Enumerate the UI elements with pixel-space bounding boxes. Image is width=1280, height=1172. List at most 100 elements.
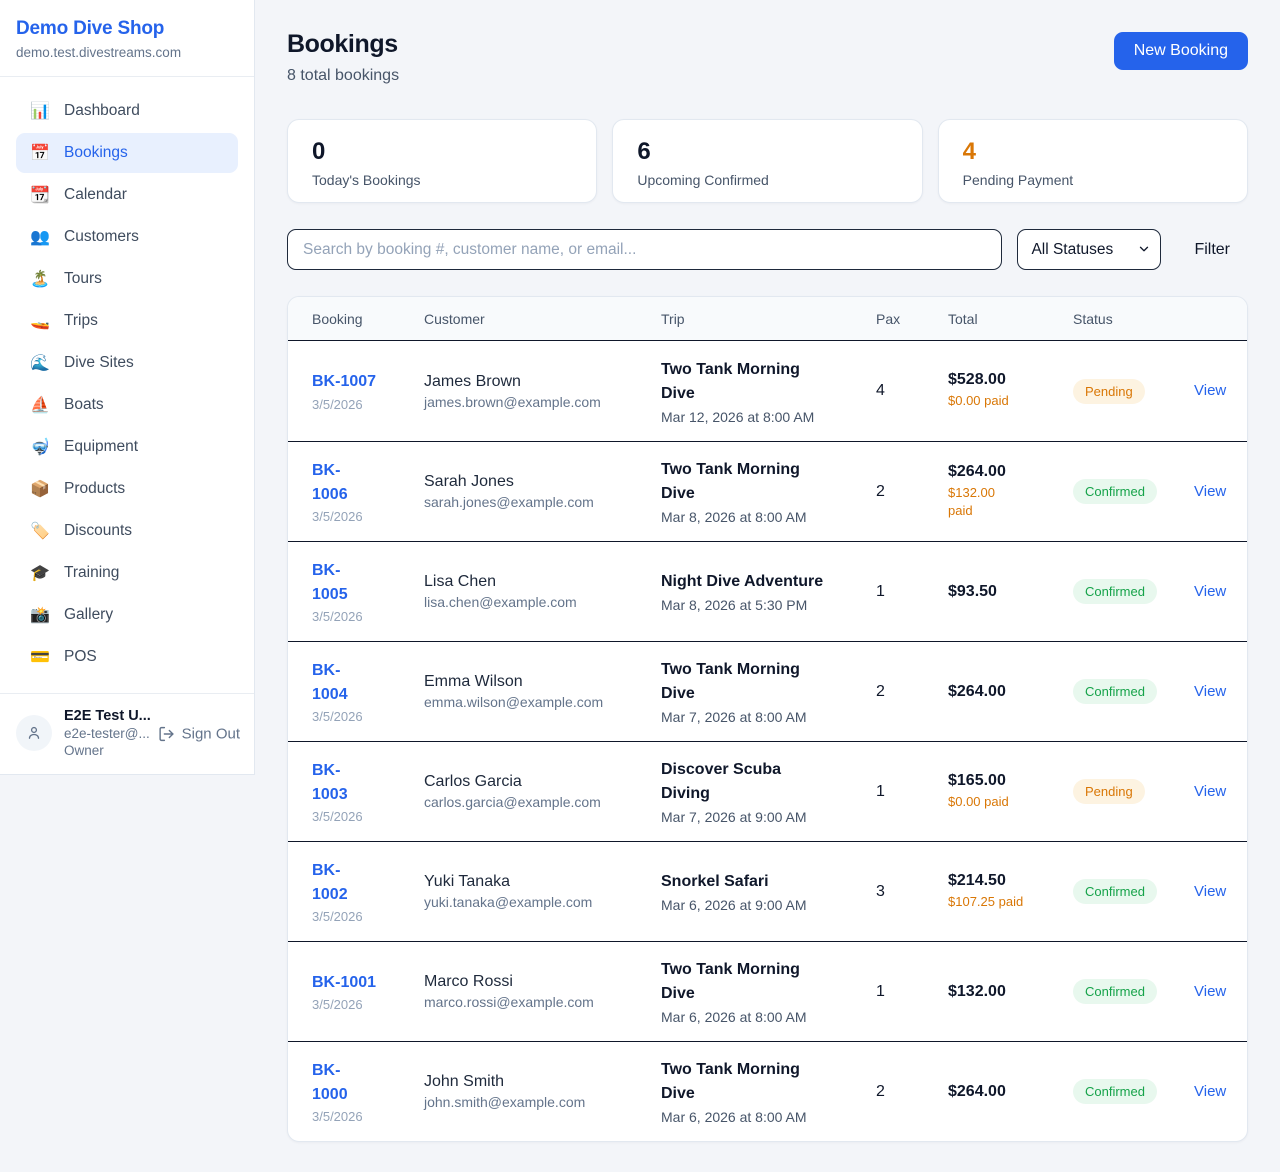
paid-amount: $132.00 paid: [948, 484, 995, 518]
view-link[interactable]: View: [1194, 682, 1227, 700]
pax-count: 4: [876, 382, 885, 399]
booking-cell: BK- 1004 3/5/2026: [312, 659, 424, 723]
brand: Demo Dive Shop demo.test.divestreams.com: [0, 0, 254, 77]
action-cell: View: [1194, 483, 1226, 501]
table-row: BK- 1004 3/5/2026 Emma Wilson emma.wilso…: [288, 641, 1247, 741]
view-link[interactable]: View: [1194, 382, 1227, 399]
status-select[interactable]: All Statuses: [1017, 229, 1162, 270]
booking-id-link[interactable]: BK-1001: [312, 973, 377, 991]
bar-chart-icon: 📊: [30, 103, 50, 120]
total-cell: $264.00 $132.00 paid: [948, 463, 1073, 520]
booking-id-link[interactable]: BK- 1005: [312, 562, 348, 603]
paid-amount: $0.00 paid: [948, 793, 1009, 809]
sidebar-item-pos[interactable]: 💳 POS: [16, 637, 238, 677]
action-cell: View: [1194, 683, 1226, 701]
brand-name[interactable]: Demo Dive Shop: [16, 18, 165, 39]
total-amount: $264.00: [948, 1082, 1006, 1100]
booking-id-link[interactable]: BK-1007: [312, 373, 377, 391]
booking-id-link[interactable]: BK- 1002: [312, 862, 348, 903]
sidebar-item-tours[interactable]: 🏝️ Tours: [16, 259, 238, 299]
table-body: BK-1007 3/5/2026 James Brown james.brown…: [288, 341, 1247, 1141]
table-row: BK-1007 3/5/2026 James Brown james.brown…: [288, 341, 1247, 441]
user-email: e2e-tester@...: [64, 726, 150, 741]
status-badge: Confirmed: [1073, 1079, 1157, 1104]
sidebar-item-equipment[interactable]: 🤿 Equipment: [16, 427, 238, 467]
table-row: BK-1001 3/5/2026 Marco Rossi marco.rossi…: [288, 941, 1247, 1041]
column-header-booking: Booking: [312, 310, 363, 327]
sidebar-item-label: Calendar: [64, 186, 127, 203]
stat-value: 6: [637, 138, 651, 165]
customer-email: yuki.tanaka@example.com: [424, 894, 593, 910]
customer-name: Carlos Garcia: [424, 773, 522, 790]
booking-id-link[interactable]: BK- 1000: [312, 1062, 348, 1103]
view-link[interactable]: View: [1194, 1082, 1227, 1100]
sidebar-item-discounts[interactable]: 🏷️ Discounts: [16, 511, 238, 551]
calendar-icon: 📅: [30, 145, 50, 162]
search-input[interactable]: [287, 229, 1003, 270]
page-title: Bookings: [287, 30, 398, 58]
booking-cell: BK- 1000 3/5/2026: [312, 1059, 424, 1123]
user-info: E2E Test U... e2e-tester@... Owner: [64, 708, 151, 758]
customer-name: Yuki Tanaka: [424, 873, 510, 890]
booking-id-link[interactable]: BK- 1003: [312, 762, 348, 803]
new-booking-button[interactable]: New Booking: [1113, 32, 1248, 70]
people-icon: 👥: [30, 229, 50, 246]
trip-name: Two Tank Morning Dive: [661, 1061, 800, 1102]
status-cell: Pending: [1073, 378, 1194, 404]
sidebar-item-bookings[interactable]: 📅 Bookings: [16, 133, 238, 173]
customer-name: Sarah Jones: [424, 473, 514, 490]
sidebar-item-products[interactable]: 📦 Products: [16, 469, 238, 509]
total-amount: $264.00: [948, 682, 1006, 700]
trip-name: Two Tank Morning Dive: [661, 661, 800, 702]
customer-cell: Emma Wilson emma.wilson@example.com: [424, 673, 661, 710]
action-cell: View: [1194, 382, 1226, 400]
sidebar-item-calendar[interactable]: 📆 Calendar: [16, 175, 238, 215]
booking-id-link[interactable]: BK- 1004: [312, 662, 348, 703]
paid-amount: $107.25 paid: [948, 893, 1024, 909]
sidebar-item-dive-sites[interactable]: 🌊 Dive Sites: [16, 343, 238, 383]
table-row: BK- 1005 3/5/2026 Lisa Chen lisa.chen@ex…: [288, 541, 1247, 641]
sign-out-label: Sign Out: [181, 725, 240, 743]
sidebar-item-training[interactable]: 🎓 Training: [16, 553, 238, 593]
main-content: Bookings 8 total bookings New Booking 0 T…: [255, 0, 1280, 1172]
tear-off-calendar-icon: 📆: [30, 187, 50, 204]
stat-label: Today's Bookings: [312, 172, 421, 188]
view-link[interactable]: View: [1194, 882, 1227, 900]
customer-cell: John Smith john.smith@example.com: [424, 1073, 661, 1110]
avatar: [16, 715, 52, 751]
total-amount: $132.00: [948, 982, 1006, 1000]
sidebar-item-label: POS: [64, 648, 97, 665]
total-cell: $165.00 $0.00 paid: [948, 772, 1073, 811]
column-header-status: Status: [1073, 310, 1113, 327]
sidebar-item-label: Equipment: [64, 438, 139, 455]
sidebar-item-boats[interactable]: ⛵ Boats: [16, 385, 238, 425]
trip-datetime: Mar 8, 2026 at 5:30 PM: [661, 597, 808, 613]
filter-button[interactable]: Filter: [1176, 241, 1248, 259]
credit-card-icon: 💳: [30, 649, 50, 666]
sidebar-item-gallery[interactable]: 📸 Gallery: [16, 595, 238, 635]
view-link[interactable]: View: [1194, 582, 1227, 600]
customer-cell: James Brown james.brown@example.com: [424, 373, 661, 410]
column-header-customer: Customer: [424, 310, 485, 327]
view-link[interactable]: View: [1194, 982, 1227, 1000]
status-badge: Confirmed: [1073, 879, 1157, 904]
sidebar-item-label: Trips: [64, 312, 98, 329]
view-link[interactable]: View: [1194, 482, 1227, 500]
trip-cell: Discover Scuba Diving Mar 7, 2026 at 9:0…: [661, 758, 876, 825]
sidebar-item-trips[interactable]: 🚤 Trips: [16, 301, 238, 341]
stats-cards: 0 Today's Bookings 6 Upcoming Confirmed 4 Pen…: [287, 119, 1248, 203]
booking-id-link[interactable]: BK- 1006: [312, 462, 348, 503]
action-cell: View: [1194, 1083, 1226, 1101]
pax-count: 3: [876, 882, 885, 900]
booking-date: 3/5/2026: [312, 1108, 363, 1124]
table-row: BK- 1000 3/5/2026 John Smith john.smith@…: [288, 1041, 1247, 1141]
trip-cell: Two Tank Morning Dive Mar 7, 2026 at 8:0…: [661, 658, 876, 725]
total-amount: $264.00: [948, 462, 1006, 480]
sidebar-item-dashboard[interactable]: 📊 Dashboard: [16, 91, 238, 131]
package-icon: 📦: [30, 481, 50, 498]
view-link[interactable]: View: [1194, 782, 1227, 800]
sign-out-button[interactable]: Sign Out: [158, 726, 240, 743]
sidebar-item-label: Customers: [64, 228, 139, 245]
sidebar-item-customers[interactable]: 👥 Customers: [16, 217, 238, 257]
booking-date: 3/5/2026: [312, 908, 363, 924]
